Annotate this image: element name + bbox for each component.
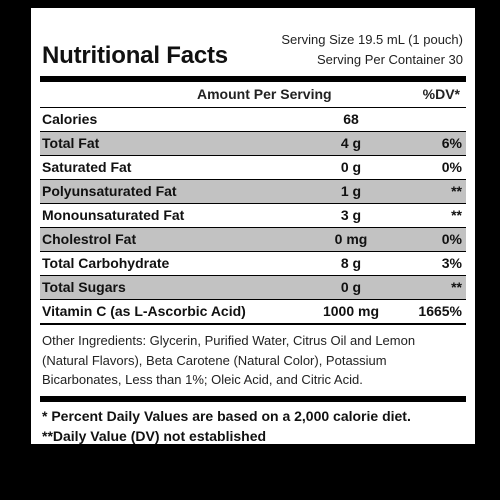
nutrient-amount: 4 g [340, 135, 362, 151]
table-row: Calories 68 [40, 107, 466, 131]
nutrient-name: Polyunsaturated Fat [42, 183, 177, 199]
nutrient-name: Total Sugars [42, 279, 126, 295]
nutrient-dv: 0% [441, 159, 462, 175]
nutrient-amount: 8 g [340, 255, 362, 271]
table-row: Cholestrol Fat 0 mg 0% [40, 227, 466, 251]
table-row: Total Carbohydrate 8 g 3% [40, 251, 466, 275]
label-header: Nutritional Facts Serving Size 19.5 mL (… [40, 18, 466, 76]
ingredients-text: Other Ingredients: Glycerin, Purified Wa… [42, 333, 416, 387]
nutrient-rows: Calories 68 Total Fat 4 g 6% Saturated Fat 0 g… [40, 107, 466, 323]
nutrition-label: Nutritional Facts Serving Size 19.5 mL (… [31, 8, 475, 444]
nutrient-amount: 0 g [340, 279, 362, 295]
not-established-note: **Daily Value (DV) not established [42, 427, 267, 444]
nutrient-name: Cholestrol Fat [42, 231, 137, 247]
nutrient-dv: 3% [441, 255, 462, 271]
nutrient-name: Monounsaturated Fat [42, 207, 185, 223]
nutrient-dv: ** [451, 183, 462, 199]
table-row: Monounsaturated Fat 3 g ** [40, 203, 466, 227]
thick-divider [40, 395, 466, 402]
rows-divider [40, 323, 466, 325]
amount-header: Amount Per Serving [197, 86, 332, 102]
nutrient-dv: 6% [441, 135, 462, 151]
nutrient-name: Total Fat [42, 135, 100, 151]
nutrient-name: Vitamin C (as L-Ascorbic Acid) [42, 303, 246, 319]
daily-values-note: * Percent Daily Values are based on a 2,… [42, 407, 411, 424]
nutrient-dv: ** [451, 279, 462, 295]
table-row: Polyunsaturated Fat 1 g ** [40, 179, 466, 203]
servings-per-container: Serving Per Container 30 [317, 52, 463, 67]
nutrient-dv: 0% [441, 231, 462, 247]
table-row: Total Fat 4 g 6% [40, 131, 466, 155]
serving-size: Serving Size 19.5 mL (1 pouch) [281, 32, 463, 47]
table-row: Vitamin C (as L-Ascorbic Acid) 1000 mg 166… [40, 299, 466, 323]
nutrient-dv: 1665% [418, 303, 462, 319]
nutrient-amount: 1000 mg [322, 303, 380, 319]
nutrient-name: Calories [42, 111, 98, 127]
nutrient-amount: 3 g [340, 207, 362, 223]
dv-header: %DV* [422, 86, 460, 102]
table-row: Saturated Fat 0 g 0% [40, 155, 466, 179]
table-header: Amount Per Serving %DV* [40, 82, 466, 107]
nutrient-dv: ** [451, 207, 462, 223]
nutrient-amount: 1 g [340, 183, 362, 199]
nutrient-amount: 0 mg [334, 231, 368, 247]
thick-divider [40, 76, 466, 82]
nutrient-amount: 68 [343, 111, 359, 127]
nutrient-name: Saturated Fat [42, 159, 132, 175]
nutrient-amount: 0 g [340, 159, 362, 175]
nutrient-name: Total Carbohydrate [42, 255, 170, 271]
label-title: Nutritional Facts [42, 42, 228, 69]
serving-info: Serving Size 19.5 mL (1 pouch) Serving P… [281, 30, 463, 70]
table-row: Total Sugars 0 g ** [40, 275, 466, 299]
footnotes: * Percent Daily Values are based on a 2,… [40, 402, 466, 446]
